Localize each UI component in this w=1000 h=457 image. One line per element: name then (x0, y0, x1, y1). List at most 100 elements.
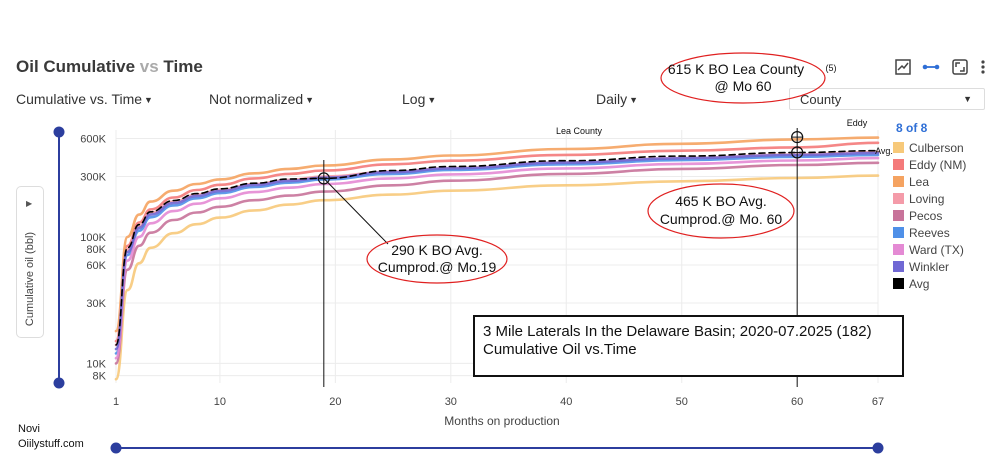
scale-dropdown[interactable]: Log ▼ (402, 91, 436, 107)
legend-item[interactable]: Winkler (893, 258, 966, 275)
legend-swatch (893, 193, 904, 204)
x-tick-labels: 1 10 20 30 40 50 60 67 Months on production (113, 396, 884, 428)
scale-label: Log (402, 91, 426, 107)
caret-down-icon: ▼ (144, 95, 153, 105)
avg-series-label: Avg. (875, 146, 893, 156)
series-line-winkler (114, 151, 880, 351)
legend-item[interactable]: Eddy (NM) (893, 156, 966, 173)
legend-item[interactable]: Loving (893, 190, 966, 207)
legend-count[interactable]: 8 of 8 (896, 121, 928, 135)
annotation-overlays: 615 K BO Lea County (5) @ Mo 60 290 K BO Av… (317, 52, 893, 387)
caret-down-icon: ▼ (427, 95, 437, 105)
chart-mode-label: Cumulative vs. Time (16, 91, 143, 107)
legend-item[interactable]: Ward (TX) (893, 241, 966, 258)
series-line-pecos (114, 161, 880, 365)
series-line-ward-tx (114, 156, 880, 360)
legend-swatch (893, 227, 904, 238)
x-tick-label: 10 (214, 396, 226, 408)
legend-swatch (893, 278, 904, 289)
legend-swatch (893, 142, 904, 153)
legend-label: Lea (909, 174, 930, 189)
y-range-bottom-handle[interactable] (53, 377, 65, 389)
normalization-dropdown[interactable]: Not normalized ▼ (209, 91, 314, 107)
legend: 8 of 8 Culberson Eddy (NM) Lea Loving Pecos R… (893, 121, 966, 292)
legend-label: Loving (909, 191, 945, 206)
leader-line (323, 178, 389, 245)
range-sliders (53, 126, 884, 454)
info-box: 3 Mile Laterals In the Delaware Basin; 2… (473, 315, 904, 377)
more-icon[interactable] (974, 58, 992, 76)
avg-19-text-a: 290 K BO Avg. (391, 242, 483, 258)
legend-label: Reeves (909, 225, 950, 240)
y-tick-label: 300K (80, 172, 106, 184)
connect-icon[interactable] (922, 58, 940, 76)
x-tick-label: 60 (791, 396, 803, 408)
chart-mode-dropdown[interactable]: Cumulative vs. Time ▼ (16, 91, 153, 107)
legend-label: Ward (TX) (909, 242, 964, 257)
legend-label: Pecos (909, 208, 943, 223)
avg-60-text-a: 465 K BO Avg. (675, 193, 767, 209)
x-range-left-handle[interactable] (110, 442, 122, 454)
y-tick-label: 10K (86, 358, 106, 370)
legend-swatch (893, 244, 904, 255)
x-axis-label: Months on production (444, 414, 559, 428)
group-by-select[interactable]: County ▼ (789, 88, 985, 110)
y-tick-label: 80K (86, 244, 106, 256)
avg-19-text-b: Cumprod.@ Mo.19 (378, 259, 497, 275)
title-end: Time (163, 57, 203, 76)
legend-item[interactable]: Avg (893, 275, 966, 292)
footer-site: Oiilystuff.com (18, 438, 84, 450)
y-range-top-handle[interactable] (53, 126, 65, 138)
series-line-eddy-nm (114, 141, 880, 343)
legend-swatch (893, 176, 904, 187)
legend-item[interactable]: Pecos (893, 207, 966, 224)
legend-swatch (893, 210, 904, 221)
line-chart-icon[interactable] (894, 58, 912, 76)
title-main: Oil Cumulative (16, 57, 136, 76)
lea-peak-month-text: @ Mo 60 (714, 78, 771, 94)
expand-icon[interactable] (951, 58, 969, 76)
lea-county-series-label: Lea County (556, 126, 603, 136)
x-tick-label: 20 (329, 396, 341, 408)
rate-dropdown[interactable]: Daily ▼ (596, 91, 638, 107)
avg-19-callout (366, 234, 508, 284)
caret-down-icon: ▼ (305, 95, 315, 105)
lea-peak-text: 615 K BO Lea County (668, 61, 804, 77)
group-by-value: County (800, 92, 842, 107)
info-line-2: Cumulative Oil vs.Time (483, 341, 637, 358)
legend-label: Eddy (NM) (909, 157, 967, 172)
x-tick-label: 40 (560, 396, 572, 408)
info-line-1: 3 Mile Laterals In the Delaware Basin; 2… (483, 323, 872, 340)
normalization-label: Not normalized (209, 91, 304, 107)
x-range-right-handle[interactable] (872, 442, 884, 454)
chevron-right-icon: ▶ (26, 199, 33, 208)
caret-down-icon: ▼ (963, 94, 972, 104)
series-line-avg (115, 149, 879, 346)
series-line-culberson (114, 174, 880, 381)
y-tick-label: 600K (80, 133, 106, 145)
series-lines (114, 136, 880, 381)
y-axis-label-box[interactable]: ▶ Cumulative oil (bbl) (16, 186, 44, 338)
x-tick-label: 50 (676, 396, 688, 408)
legend-item[interactable]: Lea (893, 173, 966, 190)
legend-label: Winkler (909, 259, 950, 274)
series-line-reeves (114, 153, 880, 355)
page-title: Oil Cumulative vs Time (16, 57, 203, 77)
y-tick-label: 60K (86, 260, 106, 272)
avg-60-callout (647, 183, 795, 239)
legend-item[interactable]: Reeves (893, 224, 966, 241)
x-tick-label: 67 (872, 396, 884, 408)
y-tick-label: 100K (80, 232, 106, 244)
legend-label: Culberson (909, 140, 964, 155)
legend-item[interactable]: Culberson (893, 139, 966, 156)
y-tick-label: 30K (86, 298, 106, 310)
lea-peak-callout (660, 52, 826, 104)
lea-peak-note: (5) (826, 63, 837, 73)
series-line-lea (114, 136, 880, 333)
legend-swatch (893, 261, 904, 272)
footer-author: Novi (18, 423, 41, 435)
legend-label: Avg (909, 276, 930, 291)
eddy-series-label: Eddy (847, 118, 868, 128)
